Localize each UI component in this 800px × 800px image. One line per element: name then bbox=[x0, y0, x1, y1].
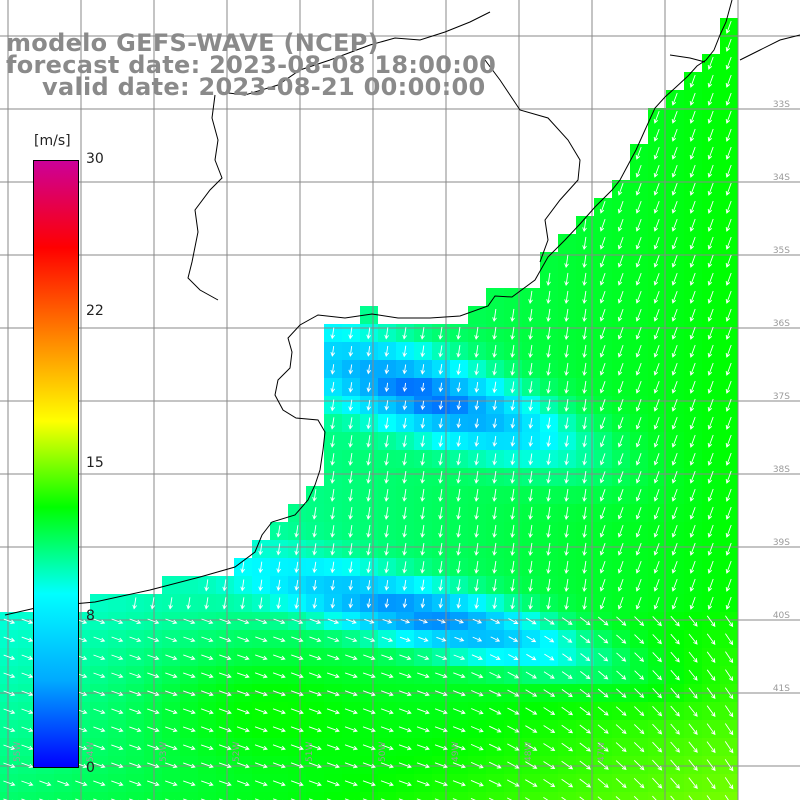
border-line bbox=[669, 54, 706, 63]
lon-label: 48W bbox=[524, 742, 534, 762]
lon-label: 47W bbox=[597, 742, 607, 762]
border-line bbox=[484, 59, 581, 263]
lat-label: 37S bbox=[773, 392, 790, 402]
lon-label: 53W bbox=[159, 742, 169, 762]
border-line bbox=[187, 94, 223, 301]
lon-label: 51W bbox=[305, 742, 315, 762]
coastline bbox=[4, 0, 800, 616]
border-line bbox=[739, 34, 800, 61]
colorbar bbox=[33, 160, 79, 768]
colorbar-unit: [m/s] bbox=[34, 133, 71, 149]
lat-label: 38S bbox=[773, 465, 790, 475]
wind-arrows bbox=[3, 20, 734, 800]
valid-date: valid date: 2023-08-21 00:00:00 bbox=[42, 73, 486, 101]
lon-label: 52W bbox=[232, 742, 242, 762]
grid-labels: 55W 54W 53W 52W 51W 50W 49W 48W 47W 33S 34S 35S 36S 3… bbox=[13, 100, 790, 762]
lat-label: 41S bbox=[773, 684, 790, 694]
colorbar-tick-15: 15 bbox=[86, 455, 104, 471]
forecast-date: forecast date: 2023-08-08 18:00:00 bbox=[6, 51, 497, 79]
colorbar-tick-22: 22 bbox=[86, 303, 104, 319]
colorbar-tick-30: 30 bbox=[86, 151, 104, 167]
lat-label: 39S bbox=[773, 538, 790, 548]
lat-label: 40S bbox=[773, 611, 790, 621]
lat-label: 33S bbox=[773, 100, 790, 110]
lon-label: 55W bbox=[13, 742, 23, 762]
colorbar-tick-0: 0 bbox=[86, 760, 95, 776]
lon-label: 50W bbox=[378, 742, 388, 762]
lon-label: 54W bbox=[86, 742, 96, 762]
lat-label: 36S bbox=[773, 319, 790, 329]
lon-label: 49W bbox=[451, 742, 461, 762]
lat-label: 34S bbox=[773, 173, 790, 183]
lat-label: 35S bbox=[773, 246, 790, 256]
model-title: modelo GEFS-WAVE (NCEP) bbox=[6, 29, 379, 57]
border-line bbox=[219, 11, 491, 96]
colorbar-tick-8: 8 bbox=[86, 608, 95, 624]
